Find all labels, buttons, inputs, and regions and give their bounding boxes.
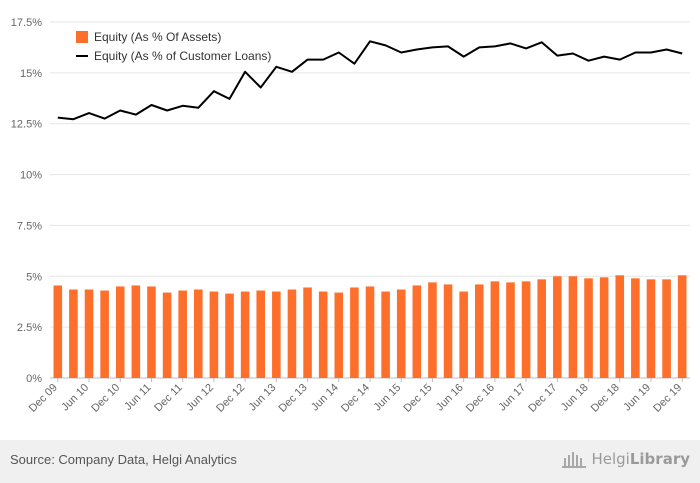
bar (69, 289, 78, 378)
x-tick-label: Dec 19 (651, 382, 684, 415)
y-tick-label: 7.5% (17, 220, 42, 232)
y-tick-label: 15% (20, 68, 42, 80)
x-tick-label: Dec 17 (526, 382, 559, 415)
bar (474, 284, 484, 378)
x-tick-label: Jun 19 (621, 382, 653, 414)
bar (459, 291, 468, 378)
y-tick-label: 17.5% (11, 17, 42, 29)
bar (537, 279, 546, 378)
bar (521, 281, 531, 378)
bar (443, 284, 453, 378)
x-tick-label: Jun 13 (247, 382, 279, 414)
x-tick-label: Jun 18 (559, 382, 591, 414)
x-tick-label: Dec 14 (339, 382, 372, 415)
bar (287, 289, 297, 378)
bar (272, 291, 281, 378)
bar (490, 281, 500, 378)
bar (84, 289, 94, 378)
y-tick-label: 2.5% (17, 322, 42, 334)
bar (662, 279, 671, 378)
bar (303, 287, 312, 378)
bar (162, 292, 172, 378)
bar (115, 286, 125, 378)
bar (506, 282, 515, 378)
line-series (57, 40, 683, 121)
x-tick-label: Dec 11 (152, 382, 185, 415)
bar (240, 291, 250, 378)
x-tick-label: Jun 15 (371, 382, 403, 414)
footer: Source: Company Data, Helgi Analytics He… (0, 440, 700, 483)
x-tick-label: Dec 10 (89, 382, 122, 415)
bar (599, 277, 609, 378)
legend-label: Equity (As % Of Assets) (94, 30, 221, 44)
bar (209, 291, 219, 378)
bar (412, 285, 422, 378)
y-tick-label: 12.5% (11, 119, 42, 131)
x-tick-label: Dec 09 (27, 382, 60, 415)
y-tick-label: 10% (20, 170, 42, 182)
bar (318, 291, 328, 378)
bar (396, 289, 406, 378)
library-building-icon (562, 452, 587, 468)
bar (178, 290, 187, 378)
x-tick-label: Jun 16 (434, 382, 466, 414)
bar (677, 275, 687, 378)
x-tick-label: Jun 11 (122, 382, 153, 413)
source-note: Source: Company Data, Helgi Analytics (10, 452, 237, 467)
x-tick-label: Jun 12 (184, 382, 216, 414)
bar (225, 293, 234, 378)
x-tick-label: Dec 13 (277, 382, 310, 415)
bar (194, 289, 203, 378)
x-tick-label: Dec 12 (214, 382, 247, 415)
x-tick-label: Dec 15 (401, 382, 434, 415)
bar (100, 290, 109, 378)
brand-name: Helgi (591, 450, 630, 468)
brand-logo: HelgiLibrary (561, 449, 690, 469)
x-tick-label: Dec 16 (464, 382, 497, 415)
bar (646, 279, 656, 378)
y-tick-label: 0% (26, 373, 42, 385)
legend-swatch-bar (76, 31, 88, 43)
x-tick-label: Jun 14 (309, 382, 341, 414)
bar (381, 291, 390, 378)
bar (334, 292, 344, 378)
bar (256, 290, 266, 378)
bar (350, 287, 359, 378)
y-tick-label: 5% (26, 271, 42, 283)
x-tick-label: Jun 10 (59, 382, 91, 414)
bar (365, 286, 375, 378)
bar (584, 278, 593, 378)
bar (147, 286, 156, 378)
chart-plot: 0% 2.5% 5% 7.5% 10% 12.5% 15% 17.5% Dec 09 Jun 10… (11, 17, 690, 415)
bar (131, 285, 141, 378)
legend-label: Equity (As % of Customer Loans) (94, 49, 271, 63)
bar (428, 282, 437, 378)
bar (568, 276, 578, 378)
bar (553, 276, 562, 378)
bar (631, 278, 640, 378)
brand-name-bold: Library (629, 450, 690, 468)
bar (53, 285, 63, 378)
x-tick-label: Dec 18 (589, 382, 622, 415)
bar (615, 275, 625, 378)
x-tick-label: Jun 17 (496, 382, 528, 414)
